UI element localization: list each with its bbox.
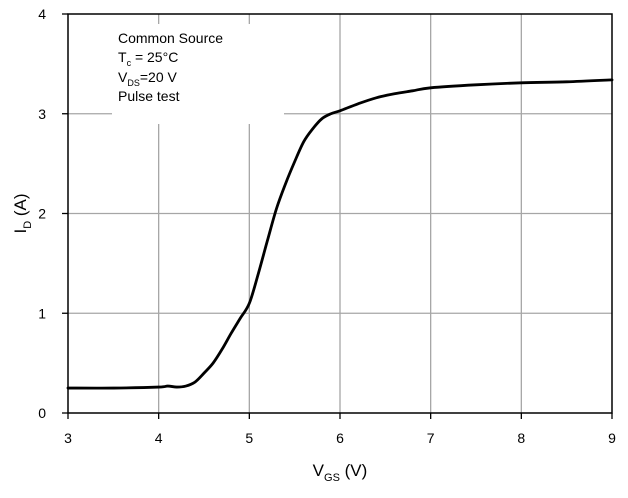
y-tick-label-3: 3 xyxy=(38,106,46,122)
y-axis-title: ID (A) xyxy=(11,193,34,233)
annotation-line-2-rest: = 25°C xyxy=(131,49,178,65)
annotation-background xyxy=(112,24,284,124)
y-tick-label-0: 0 xyxy=(38,405,46,421)
x-tick-label-6: 6 xyxy=(336,430,344,446)
y-axis-title-sub: D xyxy=(22,221,34,229)
annotation-line-2-sub: c xyxy=(127,58,132,68)
x-tick-label-3: 3 xyxy=(64,430,72,446)
annotation-line-3: VDS=20 V xyxy=(118,69,177,88)
y-axis-title-main: I xyxy=(11,229,30,234)
annotation-line-2-main: T xyxy=(118,49,127,65)
x-tick-label-4: 4 xyxy=(155,430,163,446)
annotation-line-2: Tc = 25°C xyxy=(118,49,178,68)
y-tick-label-1: 1 xyxy=(38,305,46,321)
x-axis-title-unit: (V) xyxy=(340,461,367,480)
x-tick-label-9: 9 xyxy=(608,430,616,446)
y-tick-label-4: 4 xyxy=(38,6,46,22)
annotation-line-1: Common Source xyxy=(118,30,223,46)
y-axis-title-unit: (A) xyxy=(11,193,30,220)
ticks xyxy=(62,13,613,419)
annotation-line-3-rest: =20 V xyxy=(140,69,178,85)
x-tick-label-5: 5 xyxy=(245,430,253,446)
annotation-line-3-sub: DS xyxy=(127,78,140,88)
annotation-line-4: Pulse test xyxy=(118,88,180,104)
tick-labels: 3 4 5 6 7 8 9 0 1 2 3 4 xyxy=(38,6,616,446)
x-tick-label-8: 8 xyxy=(517,430,525,446)
x-axis-title: VGS (V) xyxy=(313,461,368,484)
x-axis-title-sub: GS xyxy=(324,472,340,484)
y-tick-label-2: 2 xyxy=(38,206,46,222)
x-axis-title-main: V xyxy=(313,461,325,480)
annotation-line-3-main: V xyxy=(118,69,128,85)
series-line xyxy=(66,78,614,390)
annotation-box: Common Source Tc = 25°C VDS=20 V Pulse t… xyxy=(112,24,284,124)
x-tick-label-7: 7 xyxy=(427,430,435,446)
